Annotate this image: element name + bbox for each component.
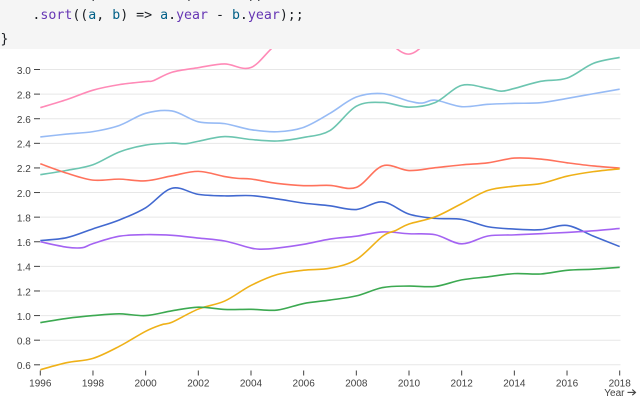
svg-text:1.6: 1.6 — [17, 238, 31, 249]
svg-text:1.4: 1.4 — [17, 263, 31, 274]
svg-text:2012: 2012 — [451, 378, 474, 389]
svg-text:0.8: 0.8 — [17, 336, 31, 347]
svg-text:1996: 1996 — [29, 378, 52, 389]
svg-text:2002: 2002 — [187, 378, 210, 389]
svg-text:2018: 2018 — [609, 378, 632, 389]
svg-text:2008: 2008 — [345, 378, 368, 389]
svg-text:1.2: 1.2 — [17, 287, 31, 298]
svg-text:2.4: 2.4 — [17, 140, 31, 151]
svg-text:1998: 1998 — [82, 378, 105, 389]
svg-text:0.6: 0.6 — [17, 361, 31, 372]
svg-text:2.2: 2.2 — [17, 164, 31, 175]
svg-text:2016: 2016 — [556, 378, 579, 389]
svg-text:2004: 2004 — [240, 378, 263, 389]
svg-text:2.0: 2.0 — [17, 189, 31, 200]
svg-text:Year: Year — [604, 388, 625, 399]
svg-text:2.6: 2.6 — [17, 115, 31, 126]
svg-text:2014: 2014 — [503, 378, 526, 389]
svg-text:2006: 2006 — [293, 378, 316, 389]
svg-text:2.8: 2.8 — [17, 90, 31, 101]
svg-text:2010: 2010 — [398, 378, 421, 389]
svg-text:2000: 2000 — [135, 378, 158, 389]
svg-text:1.8: 1.8 — [17, 213, 31, 224]
svg-text:1.0: 1.0 — [17, 312, 31, 323]
svg-text:3.0: 3.0 — [17, 66, 31, 77]
